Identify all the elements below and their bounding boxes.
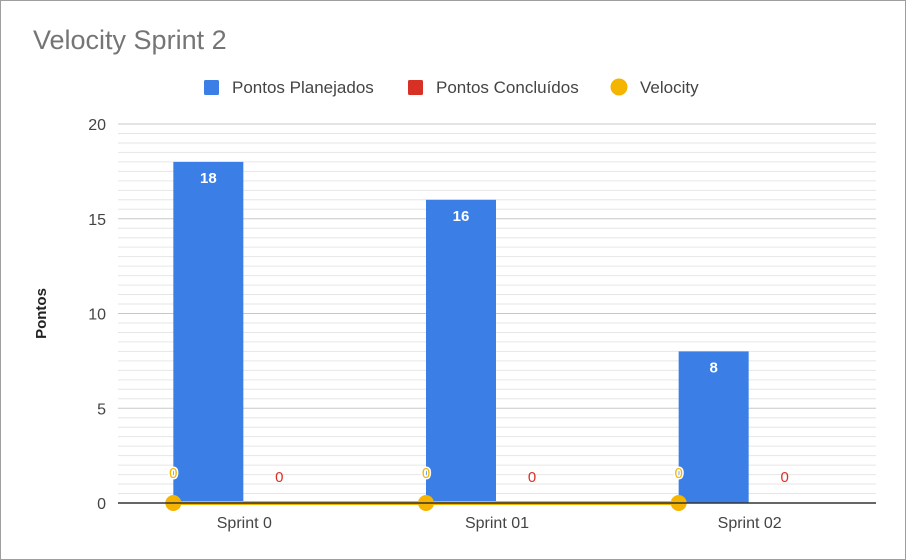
legend-label: Pontos Planejados bbox=[232, 78, 374, 97]
axis-layer: 0 5 10 15 20 Sprint 0 Sprint 01 Sprint 02 bbox=[88, 117, 876, 532]
y-tick-label: 5 bbox=[97, 401, 106, 418]
bar-pontos-planejados bbox=[173, 161, 244, 503]
bars-layer bbox=[173, 161, 749, 504]
legend-swatch bbox=[610, 78, 628, 96]
legend-item-pontos-concluidos: Pontos Concluídos bbox=[408, 78, 579, 97]
legend-swatch bbox=[408, 80, 423, 95]
legend: Pontos Planejados Pontos Concluídos Veloci… bbox=[204, 78, 699, 97]
y-tick-label: 15 bbox=[88, 212, 106, 229]
velocity-data-label: 0 bbox=[422, 465, 430, 482]
legend-label: Pontos Concluídos bbox=[436, 78, 579, 97]
legend-label: Velocity bbox=[640, 78, 699, 97]
bar-pontos-planejados bbox=[678, 351, 749, 503]
bar-label-pontos-concluidos: 0 bbox=[275, 469, 283, 486]
bar-label-pontos-planejados: 18 bbox=[200, 170, 217, 187]
chart-title: Velocity Sprint 2 bbox=[33, 25, 227, 55]
y-tick-label: 10 bbox=[88, 307, 106, 324]
y-axis-title: Pontos bbox=[33, 288, 50, 339]
legend-item-pontos-planejados: Pontos Planejados bbox=[204, 78, 374, 97]
legend-item-velocity: Velocity bbox=[610, 78, 699, 97]
grid-layer bbox=[118, 123, 876, 495]
x-tick-label: Sprint 01 bbox=[465, 515, 529, 532]
bar-pontos-planejados bbox=[426, 199, 496, 504]
bar-label-pontos-planejados: 16 bbox=[453, 208, 470, 225]
velocity-data-label: 0 bbox=[674, 465, 682, 482]
bar-label-pontos-concluidos: 0 bbox=[528, 469, 536, 486]
y-tick-label: 0 bbox=[97, 496, 106, 513]
x-tick-label: Sprint 0 bbox=[217, 515, 272, 532]
data-labels-layer: 18 16 8 0 0 0 0 0 0 bbox=[168, 170, 789, 486]
y-tick-label: 20 bbox=[88, 117, 106, 134]
velocity-data-label: 0 bbox=[169, 465, 177, 482]
x-tick-label: Sprint 02 bbox=[718, 515, 782, 532]
legend-swatch bbox=[204, 80, 219, 95]
bar-label-pontos-concluidos: 0 bbox=[780, 469, 788, 486]
bar-label-pontos-planejados: 8 bbox=[709, 359, 717, 376]
